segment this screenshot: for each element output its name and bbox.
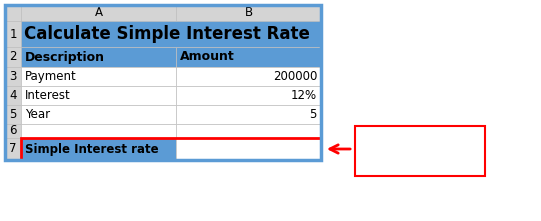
Bar xyxy=(21,138,321,160)
Text: 200000: 200000 xyxy=(273,70,317,83)
Bar xyxy=(21,21,321,47)
Text: 1: 1 xyxy=(9,27,17,40)
Text: 7: 7 xyxy=(9,143,17,156)
Text: Amount: Amount xyxy=(180,51,235,63)
Text: Simple Interest rate: Simple Interest rate xyxy=(25,143,159,156)
Bar xyxy=(21,105,176,124)
Bar xyxy=(21,124,176,138)
Bar xyxy=(176,5,321,21)
Text: Calculate Simple Interest Rate: Calculate Simple Interest Rate xyxy=(24,25,310,43)
Bar xyxy=(176,105,321,124)
Bar xyxy=(176,67,321,86)
Bar xyxy=(5,47,21,67)
Bar xyxy=(21,47,176,67)
Bar xyxy=(5,5,321,160)
Text: 6: 6 xyxy=(9,124,17,137)
Bar xyxy=(21,67,176,86)
Text: B: B xyxy=(245,6,253,19)
Text: Interest: Interest xyxy=(25,89,71,102)
Text: Description: Description xyxy=(25,51,105,63)
Bar xyxy=(21,5,176,21)
Text: 12%: 12% xyxy=(291,89,317,102)
Bar xyxy=(5,21,21,47)
Bar xyxy=(176,86,321,105)
Text: Payment: Payment xyxy=(25,70,77,83)
Bar xyxy=(5,67,21,86)
Bar xyxy=(5,138,21,160)
Bar xyxy=(5,105,21,124)
Text: Year: Year xyxy=(25,108,50,121)
Bar xyxy=(5,124,21,138)
Text: 5: 5 xyxy=(309,108,317,121)
Bar xyxy=(5,86,21,105)
Bar xyxy=(176,124,321,138)
Text: A: A xyxy=(95,6,102,19)
Text: 3: 3 xyxy=(9,70,17,83)
Bar xyxy=(176,47,321,67)
Text: 2: 2 xyxy=(9,51,17,63)
Text: 4: 4 xyxy=(9,89,17,102)
Bar xyxy=(21,138,176,160)
Bar xyxy=(355,126,485,176)
Text: 5: 5 xyxy=(9,108,17,121)
Text: Add the column
here.: Add the column here. xyxy=(373,137,466,165)
Bar xyxy=(5,5,21,21)
Bar xyxy=(21,86,176,105)
Bar xyxy=(176,138,321,160)
